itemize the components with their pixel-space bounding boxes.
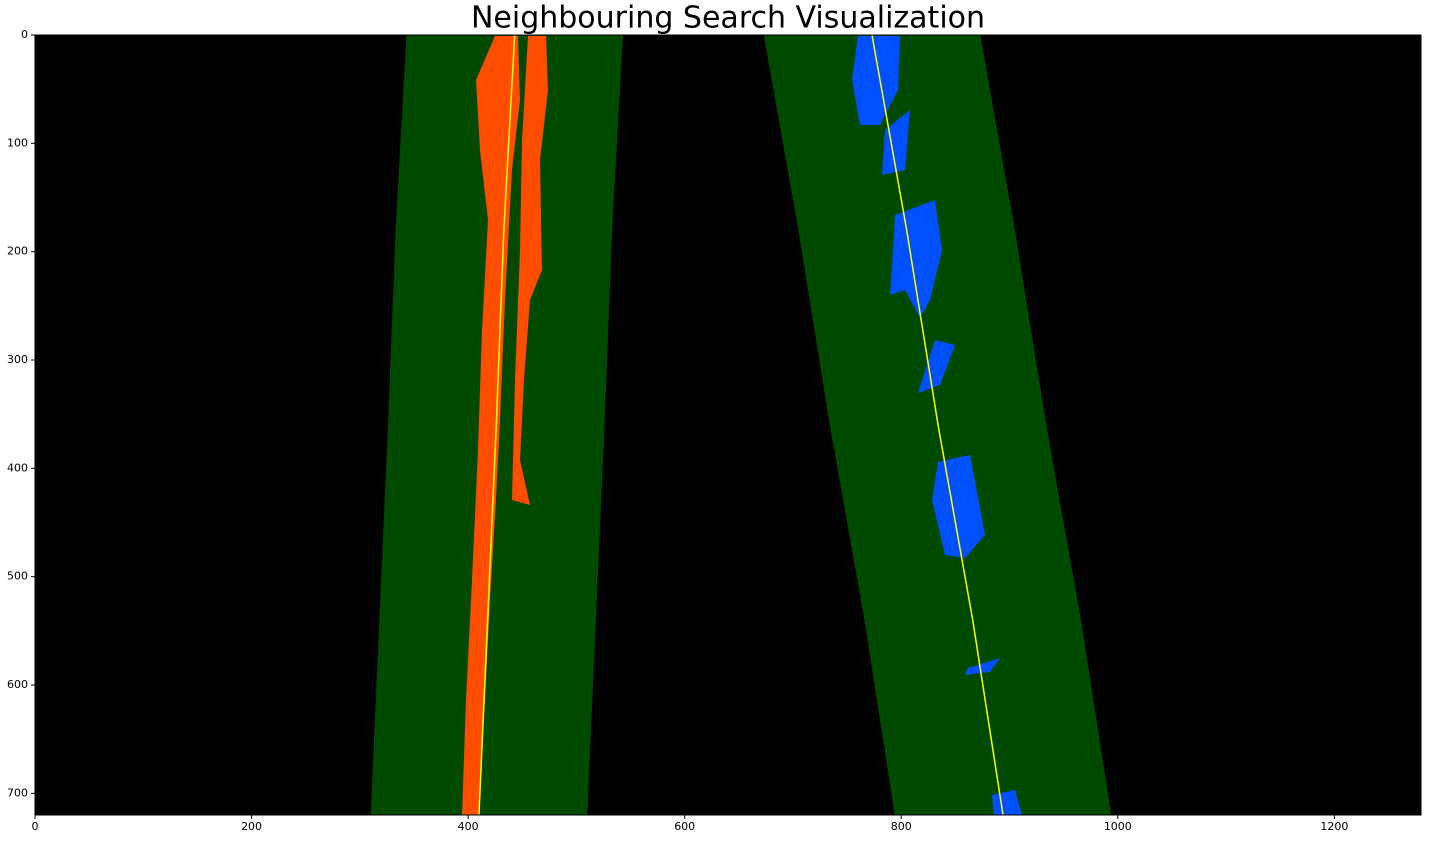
y-tick-label: 100 (7, 136, 28, 149)
left-lane-pixels (462, 36, 520, 815)
right-lane-pixels (852, 36, 900, 125)
x-tick-label: 1000 (1104, 820, 1132, 833)
x-tick-label: 800 (891, 820, 912, 833)
x-tick-label: 400 (458, 820, 479, 833)
y-tick-label: 400 (7, 461, 28, 474)
fit-line (478, 34, 516, 816)
fit-line (871, 34, 1004, 816)
left-lane-pixels (512, 36, 548, 505)
x-tick-label: 200 (241, 820, 262, 833)
fit-lines (478, 34, 1004, 816)
y-tick-label: 200 (7, 245, 28, 258)
lane-pixels (462, 36, 1022, 815)
right-lane-pixels (932, 455, 985, 558)
y-tick-label: 700 (7, 786, 28, 799)
y-tick-label: 0 (21, 28, 28, 41)
right-lane-pixels (890, 200, 942, 318)
y-tick-label: 300 (7, 353, 28, 366)
image-background (35, 35, 1421, 815)
x-tick-label: 1200 (1320, 820, 1348, 833)
y-tick-label: 600 (7, 678, 28, 691)
right-lane-pixels (918, 340, 955, 393)
right-lane-pixels (965, 658, 1000, 675)
axes-frame (34, 34, 1422, 816)
x-tick-label: 600 (674, 820, 695, 833)
x-tick-label: 0 (32, 820, 39, 833)
right-lane-pixels (882, 110, 910, 175)
y-tick-label: 500 (7, 570, 28, 583)
chart-title: Neighbouring Search Visualization (471, 1, 985, 36)
